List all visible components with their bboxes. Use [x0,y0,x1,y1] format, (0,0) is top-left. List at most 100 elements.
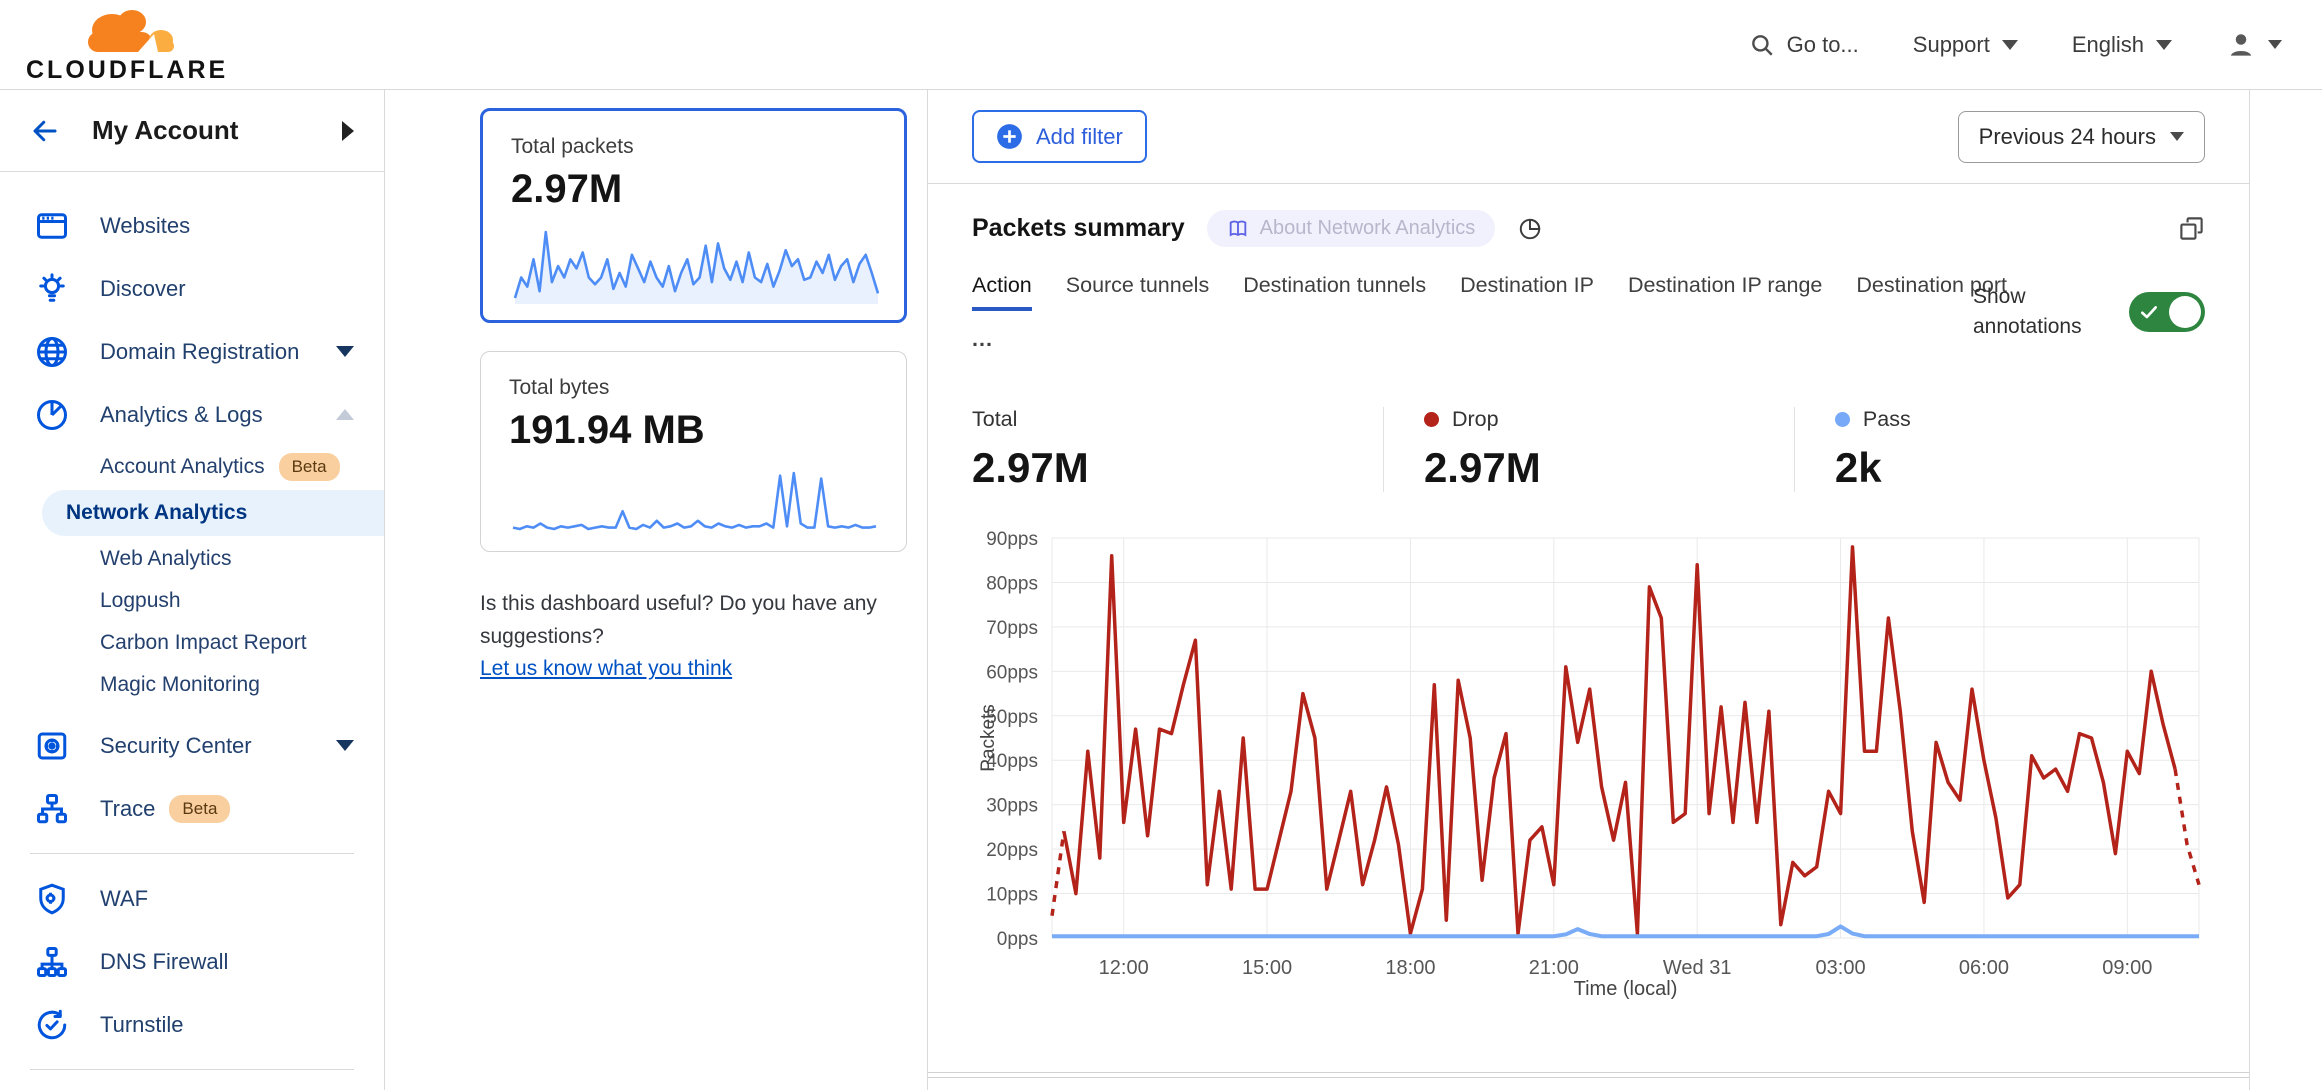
feedback-text: Is this dashboard useful? Do you have an… [480,592,877,648]
trace-nodes-icon [34,791,70,827]
sidebar-item-dns-firewall[interactable]: DNS Firewall [0,930,384,993]
sidebar-item-account-analytics[interactable]: Account Analytics Beta [0,446,384,488]
back-arrow-icon[interactable] [28,116,62,146]
time-series-chart[interactable]: 0pps 10pps 20pps 30pps 40pps 50pps 60pps 70pps 8… [972,522,2207,1002]
sidebar-item-label: Websites [100,212,191,238]
stat-value: 2.97M [972,444,1089,491]
metrics-column: Total packets 2.97M Total bytes 191.94 M… [385,90,927,1090]
data-freshness-icon[interactable] [1517,216,1543,242]
globe-icon [34,334,70,370]
sidebar-item-logpush[interactable]: Logpush [0,580,384,622]
sidebar-item-label: Analytics & Logs [100,401,263,427]
stat-value: 2k [1834,444,1882,491]
tab-destination-ip-range[interactable]: Destination IP range [1627,273,1823,297]
sidebar-item-security-center[interactable]: Security Center [0,714,384,777]
sidebar-item-websites[interactable]: Websites [0,194,384,257]
total-bytes-card[interactable]: Total bytes 191.94 MB [480,351,907,552]
sidebar-item-label: DNS Firewall [100,948,229,974]
sidebar-item-network-analytics[interactable]: Network Analytics [42,490,384,536]
sidebar-item-partial[interactable] [0,1083,384,1090]
sidebar-item-magic-monitoring[interactable]: Magic Monitoring [0,664,384,706]
time-range-selector[interactable]: Previous 24 hours [1957,110,2205,163]
sidebar-item-turnstile[interactable]: Turnstile [0,993,384,1056]
chevron-right-icon[interactable] [342,120,354,141]
card-title: Total packets [511,135,634,158]
sidebar-item-discover[interactable]: Discover [0,257,384,320]
sidebar-item-label: Web Analytics [100,547,232,570]
account-title: My Account [92,115,239,145]
about-network-analytics-pill[interactable]: About Network Analytics [1206,210,1496,247]
sidebar: My Account Websites [0,90,385,1090]
chevron-down-icon [2170,132,2184,141]
feedback-link[interactable]: Let us know what you think [480,657,733,681]
account-menu[interactable] [2226,30,2282,60]
svg-text:70pps: 70pps [986,618,1038,639]
cloudflare-logo[interactable]: CLOUDFLARE [26,4,228,85]
brand-wordmark: CLOUDFLARE [26,56,229,84]
goto-search[interactable]: Go to... [1749,32,1859,58]
sidebar-item-waf[interactable]: WAF [0,867,384,930]
svg-text:15:00: 15:00 [1242,957,1292,979]
feedback-block: Is this dashboard useful? Do you have an… [480,588,910,686]
stat-pass: Pass 2k [1793,407,2205,492]
svg-text:Packets: Packets [978,704,999,772]
stat-value: 2.97M [1423,444,1541,491]
sidebar-item-web-analytics[interactable]: Web Analytics [0,538,384,580]
sidebar-item-label: Account Analytics [100,455,265,478]
tab-more[interactable]: ... [972,327,993,351]
sidebar-item-label: Security Center [100,732,252,758]
pass-dot-icon [1834,412,1850,427]
add-filter-label: Add filter [1036,123,1123,149]
time-range-label: Previous 24 hours [1978,123,2156,149]
sidebar-nav: Websites Discover [0,172,384,1090]
svg-text:18:00: 18:00 [1385,957,1435,979]
sidebar-item-label: Trace [100,795,156,821]
stat-label: Pass [1862,407,1911,431]
cloudflare-cloud-icon [68,4,186,58]
show-annotations-label: Show annotations [1973,285,2082,339]
tab-destination-port[interactable]: Destination port [1856,273,2007,297]
sidebar-item-carbon-impact-report[interactable]: Carbon Impact Report [0,622,384,664]
support-label: Support [1912,31,1990,57]
svg-text:10pps: 10pps [986,885,1038,906]
stat-label: Drop [1451,407,1499,431]
annotations-toggle[interactable] [2129,292,2205,333]
svg-text:Wed 31: Wed 31 [1663,957,1732,979]
tab-source-tunnels[interactable]: Source tunnels [1065,273,1210,297]
language-menu[interactable]: English [2072,32,2172,58]
svg-text:50pps: 50pps [986,707,1038,728]
tab-destination-tunnels[interactable]: Destination tunnels [1243,273,1427,297]
account-header: My Account [0,90,384,172]
sidebar-item-label: Magic Monitoring [100,673,260,696]
add-filter-button[interactable]: Add filter [972,110,1147,163]
card-value: 191.94 MB [509,408,705,452]
expand-icon[interactable] [2178,215,2205,242]
next-card-sliver [928,1078,2249,1090]
beta-badge: Beta [278,453,340,481]
svg-text:40pps: 40pps [986,751,1038,772]
hierarchy-icon [34,944,70,980]
sidebar-item-trace[interactable]: Trace Beta [0,777,384,840]
tab-action[interactable]: Action [972,273,1032,311]
check-icon [2139,302,2159,322]
total-packets-card[interactable]: Total packets 2.97M [480,108,907,323]
stats-row: Total 2.97M Drop 2.97M Pass 2 [972,407,2205,492]
browser-icon [34,208,70,244]
chevron-down-icon [2268,40,2282,49]
sidebar-item-label: Domain Registration [100,338,300,364]
pie-chart-icon [34,397,70,433]
support-menu[interactable]: Support [1913,32,2018,58]
chevron-up-icon [336,409,354,420]
card-value: 2.97M [511,167,623,211]
sidebar-item-domain-registration[interactable]: Domain Registration [0,320,384,383]
summary-title-row: Packets summary About Network Analytics [972,210,2205,247]
safe-icon [34,728,70,764]
packets-chart[interactable]: 0pps 10pps 20pps 30pps 40pps 50pps 60pps 70pps 8… [972,522,2205,1002]
dimension-tabs: Action Source tunnels Destination tunnel… [972,273,2012,365]
stat-label: Total [972,407,1018,431]
tab-destination-ip[interactable]: Destination IP [1460,273,1594,297]
about-pill-label: About Network Analytics [1259,217,1476,239]
stat-total: Total 2.97M [972,407,1383,492]
sidebar-item-label: Turnstile [100,1011,184,1037]
sidebar-item-analytics-logs[interactable]: Analytics & Logs [0,383,384,446]
